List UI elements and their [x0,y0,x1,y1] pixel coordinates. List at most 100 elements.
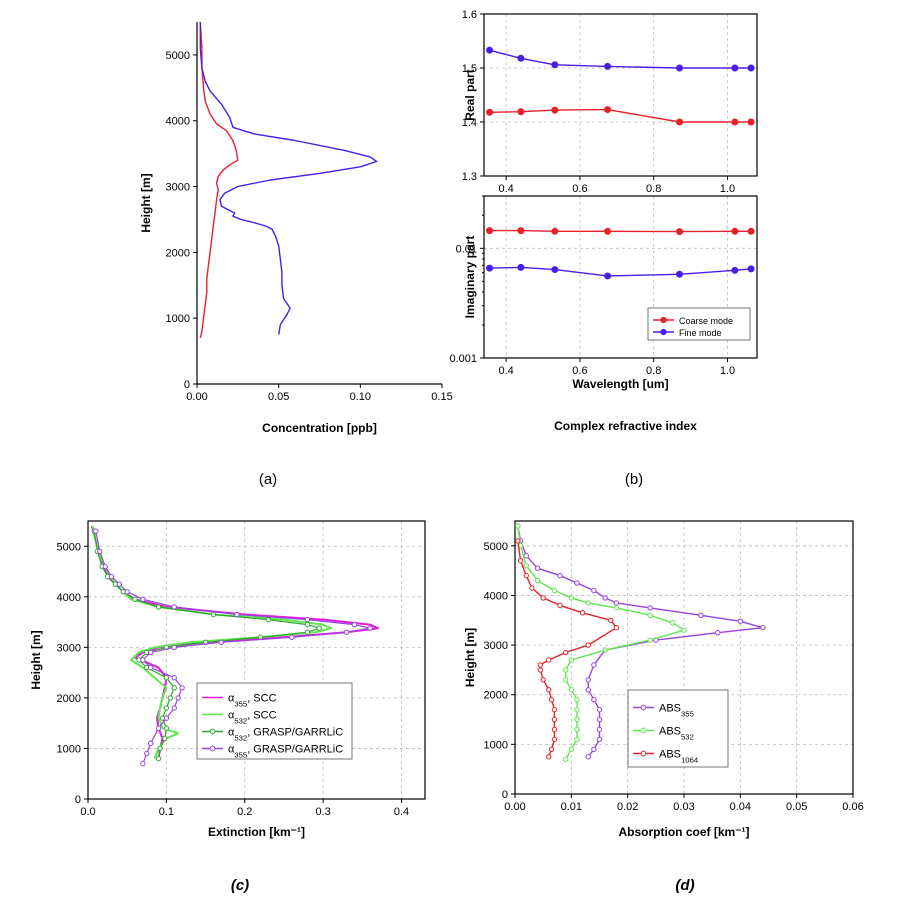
data-point [585,642,591,648]
y-tick-label: 4000 [484,590,508,602]
data-point [676,270,684,278]
x-tick-label: 0.04 [730,801,751,813]
x-tick-label: 0.00 [504,801,525,813]
data-point [517,227,525,235]
data-point [574,580,580,586]
y-tick-label: 0 [75,794,81,806]
data-point [289,634,295,640]
legend-entry-label: ABS532 [659,726,694,742]
y-tick-label: 1.3 [462,171,477,183]
data-point [563,667,569,673]
data-point [557,572,563,579]
series-line-1 [199,22,378,335]
data-point [731,227,739,235]
data-point [257,634,264,640]
data-point [568,746,575,753]
data-point [613,600,620,606]
data-point [167,695,173,701]
y-tick-label: 3000 [57,642,81,654]
data-point [486,227,494,235]
data-point [563,677,569,683]
data-point [585,687,591,693]
data-point [171,685,177,691]
series-line-0 [199,21,239,339]
data-point [596,736,603,743]
data-point [591,587,597,594]
data-point [585,754,591,760]
data-point [515,523,521,529]
data-point [546,657,552,663]
data-point [102,563,108,570]
data-point [551,61,559,69]
data-point [157,745,163,752]
legend-entry-label: α532, GRASP/GARRLiC [228,727,343,743]
data-point [747,265,755,273]
x-tick-label: 0.03 [673,801,694,813]
data-point [602,595,608,601]
data-point [563,649,569,656]
x-tick-label: 0.05 [786,801,807,813]
y-tick-label: 5000 [166,50,190,62]
data-point [613,625,620,631]
data-point [163,674,170,681]
panel-c-chart: 0.0 0.1 0.2 0.3 0.4 0 1000 2000 3000 4000 5000 Heig… [29,520,426,839]
panel-a-chart: 0.00 0.05 0.10 0.15 0 1000 2000 3000 4000 5000 Hei… [139,21,453,435]
data-point [265,616,271,623]
data-point [676,118,684,126]
y-axis-title: Height [m] [139,173,153,232]
x-tick-label: 0.01 [561,801,582,813]
data-point [670,620,676,626]
data-point [523,572,529,579]
legend-swatch-marker [640,704,647,711]
data-point [486,46,494,54]
y-tick-label: 0.001 [449,353,477,365]
data-point [147,740,154,747]
data-point [132,596,138,603]
data-point [647,605,653,611]
panel-b-real-chart: 0.4 0.6 0.8 1.0 1.3 1.4 1.5 1.6 Real part [462,9,758,195]
x-tick-label: 0.10 [350,391,371,403]
data-point [163,705,170,711]
data-point [116,581,123,587]
caption-a: (a) [259,471,277,488]
data-point [546,687,552,693]
y-tick-label: 5000 [57,541,81,553]
y-tick-label: 5000 [484,541,508,553]
data-point [537,667,544,673]
data-point [367,625,373,631]
series-line-0 [489,229,752,233]
data-point [731,266,739,274]
legend-entry-label: ABS1064 [659,749,699,765]
data-point [591,696,597,703]
data-point [163,715,170,721]
data-point [515,538,521,544]
legend-entry-label: α532, SCC [228,710,277,726]
data-point [557,602,563,609]
data-point [698,612,704,619]
data-point [548,696,555,703]
data-point [517,108,525,116]
data-point [574,726,580,733]
data-point [316,625,322,631]
data-point [171,604,177,610]
y-tick-label: 2000 [484,690,508,702]
data-point [147,649,154,656]
data-point [523,553,529,559]
data-point [144,750,150,757]
data-point [747,227,755,235]
caption-c: (c) [231,877,249,894]
data-point [534,565,541,571]
x-tick-label: 0.8 [646,183,661,195]
data-point [596,726,603,733]
data-point [517,263,525,271]
data-point [540,595,546,601]
y-tick-label: 4000 [57,592,81,604]
data-point [140,657,146,663]
data-point [585,677,591,683]
legend-entry-label: Coarse mode [679,316,733,326]
x-tick-label: 0.02 [617,801,638,813]
y-tick-label: 0 [502,789,508,801]
x-tick-label: 0.2 [237,806,252,818]
legend-swatch-marker [660,316,667,324]
